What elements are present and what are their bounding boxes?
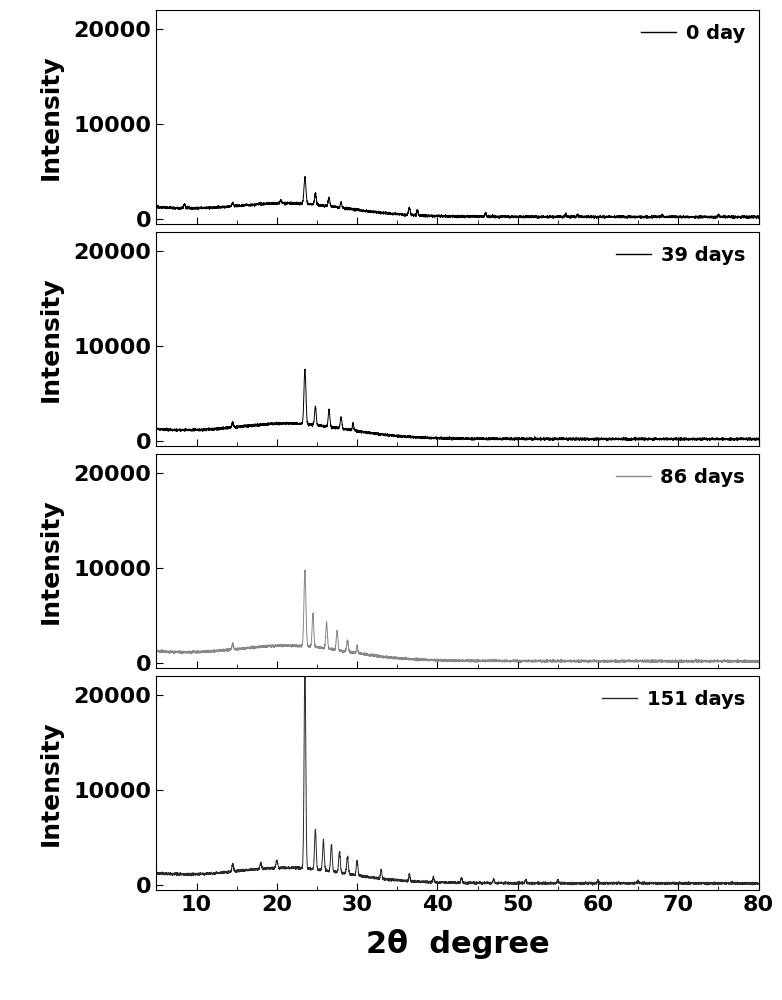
Y-axis label: Intensity: Intensity bbox=[38, 276, 63, 402]
Y-axis label: Intensity: Intensity bbox=[38, 720, 63, 846]
Y-axis label: Intensity: Intensity bbox=[38, 498, 63, 624]
Legend: 39 days: 39 days bbox=[608, 238, 753, 273]
Y-axis label: Intensity: Intensity bbox=[38, 54, 63, 180]
Legend: 86 days: 86 days bbox=[608, 460, 753, 495]
Legend: 151 days: 151 days bbox=[594, 682, 753, 717]
X-axis label: 2θ  degree: 2θ degree bbox=[366, 929, 549, 959]
Legend: 0 day: 0 day bbox=[633, 16, 753, 50]
